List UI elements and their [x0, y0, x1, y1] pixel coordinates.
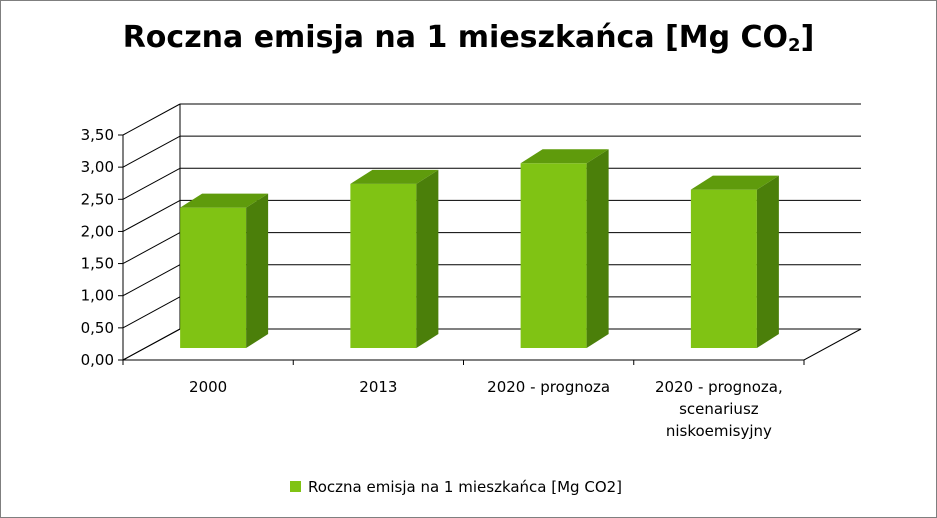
gridline-side [122, 232, 181, 265]
x-category-label: 2013 [359, 378, 397, 396]
bar-front [520, 163, 587, 348]
legend-swatch [290, 481, 301, 492]
bar-side [756, 175, 779, 348]
bar-front [350, 183, 417, 348]
x-category-label: scenariusz [679, 400, 759, 418]
x-category-label: 2020 - prognoza, [655, 378, 783, 396]
bar-side [586, 149, 609, 348]
bar-top [690, 175, 779, 190]
y-tick-label: 1,50 [81, 255, 114, 273]
gridline-side [122, 199, 181, 232]
y-tick-label: 0,50 [81, 319, 114, 337]
gridline-side [122, 103, 181, 136]
y-tick-label: 2,00 [81, 222, 114, 240]
bar-side [246, 193, 269, 348]
bar-side [416, 169, 439, 348]
x-category-label: 2020 - prognoza [487, 378, 610, 396]
bar-front [180, 207, 247, 348]
y-tick-label: 1,00 [81, 287, 114, 305]
bar-front [690, 189, 757, 348]
chart-title: Roczna emisja na 1 mieszkańca [Mg CO2] [122, 20, 815, 56]
y-tick-label: 0,00 [81, 351, 114, 369]
x-category-label: niskoemisyjny [666, 422, 772, 440]
bar-top [350, 169, 439, 184]
y-tick-label: 3,00 [81, 158, 114, 176]
gridline-side [122, 296, 181, 329]
gridline-side [122, 264, 181, 297]
bar-top [180, 193, 269, 208]
x-category-label: 2000 [189, 378, 227, 396]
gridline-side [122, 167, 181, 200]
legend-label: Roczna emisja na 1 mieszkańca [Mg CO2] [308, 478, 622, 496]
y-tick-label: 2,50 [81, 190, 114, 208]
y-tick-label: 3,50 [81, 126, 114, 144]
bar-top [520, 149, 609, 164]
gridline-side [122, 135, 181, 168]
